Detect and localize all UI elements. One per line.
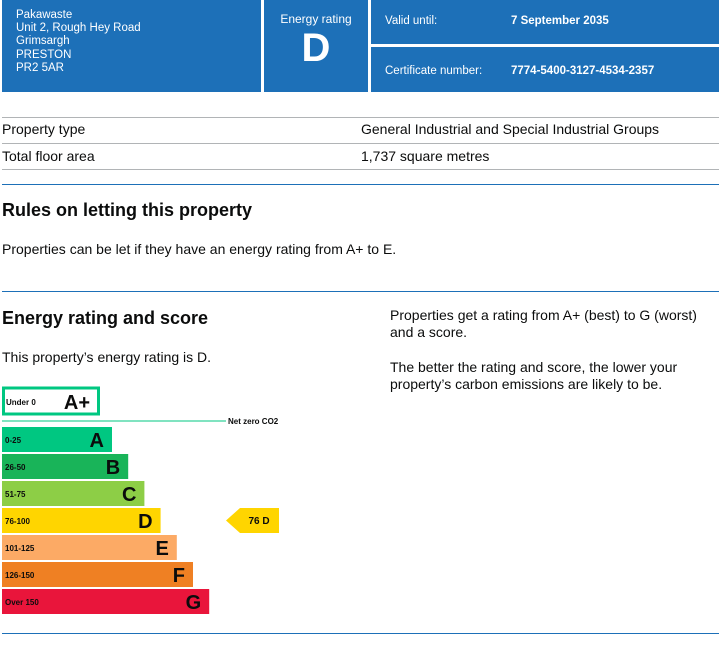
band-bar-aplus <box>2 386 100 416</box>
address-line: Pakawaste <box>16 9 73 21</box>
band-bar-d <box>2 508 161 533</box>
energy-text: This property’s energy rating is D. <box>2 349 212 365</box>
floor-area-label: Total floor area <box>2 148 95 164</box>
band-letter: G <box>186 592 202 614</box>
band-bar-c <box>2 481 145 506</box>
section-divider <box>2 184 719 185</box>
band-range-label: 0-25 <box>5 436 22 445</box>
rating-bands: Under 0 A+ 0-25 A 26-50 B 51-75 C 76-100 D 101-125… <box>2 386 210 614</box>
band-range-label: 76-100 <box>5 517 30 526</box>
certificate-header: Pakawaste Unit 2, Rough Hey Road Grimsar… <box>0 0 719 92</box>
divider <box>2 117 719 118</box>
certificate-number-block: Certificate number: 7774-5400-3127-4534-… <box>371 47 719 92</box>
band-range-label: Under 0 <box>6 398 36 407</box>
valid-until-value: 7 September 2035 <box>511 15 609 27</box>
rating-explanation: Properties get a rating from A+ (best) t… <box>390 307 697 340</box>
band-letter: A <box>90 430 104 452</box>
band-bar-b <box>2 454 129 479</box>
band-bar-g <box>2 589 210 614</box>
address-line: PR2 5AR <box>16 61 64 74</box>
band-letter: F <box>173 565 185 587</box>
floor-area-value: 1,737 square metres <box>361 148 490 164</box>
band-bar-e <box>2 535 177 560</box>
rules-text: Properties can be let if they have an en… <box>2 241 397 257</box>
band-letter: A+ <box>64 392 90 414</box>
energy-rating-value: D <box>301 26 331 70</box>
energy-rating-block: Energy rating D <box>264 0 368 92</box>
divider <box>2 143 719 144</box>
section-divider <box>2 633 719 634</box>
address-line: Unit 2, Rough Hey Road <box>16 22 141 35</box>
rules-heading: Rules on letting this property <box>2 200 253 220</box>
band-letter: B <box>106 457 120 479</box>
band-range-label: Over 150 <box>5 598 39 607</box>
current-rating-arrow <box>226 508 279 533</box>
energy-heading: Energy rating and score <box>2 308 209 328</box>
energy-rating-chart: Under 0 A+ 0-25 A 26-50 B 51-75 C 76-100 D 101-125… <box>2 386 279 614</box>
band-range-label: 51-75 <box>5 490 26 499</box>
address-line: Grimsargh <box>16 35 70 48</box>
band-range-label: 26-50 <box>5 463 26 472</box>
band-bar-a <box>2 427 112 452</box>
energy-rating-label: Energy rating <box>280 12 352 26</box>
band-letter: D <box>138 511 152 533</box>
net-zero-label: Net zero CO2 <box>228 417 279 426</box>
current-rating-pointer: 76 D <box>226 508 279 533</box>
band-range-label: 101-125 <box>5 544 35 553</box>
band-range-label: 126-150 <box>5 571 35 580</box>
current-rating-label: 76 D <box>248 516 269 527</box>
band-letter: E <box>155 538 168 560</box>
valid-until-label: Valid until: <box>385 15 438 27</box>
property-type-value: General Industrial and Special Industria… <box>361 121 660 137</box>
band-letter: C <box>122 484 136 506</box>
property-type-label: Property type <box>2 121 86 137</box>
valid-until-block: Valid until: 7 September 2035 <box>371 0 719 44</box>
address-block: Pakawaste Unit 2, Rough Hey Road Grimsar… <box>2 0 261 92</box>
divider <box>2 169 719 170</box>
certificate-number-value: 7774-5400-3127-4534-2357 <box>511 65 655 77</box>
score-explanation: The better the rating and score, the low… <box>390 359 678 392</box>
section-divider <box>2 291 719 292</box>
band-bar-f <box>2 562 193 587</box>
certificate-number-label: Certificate number: <box>385 65 483 77</box>
address-line: PRESTON <box>16 48 72 61</box>
